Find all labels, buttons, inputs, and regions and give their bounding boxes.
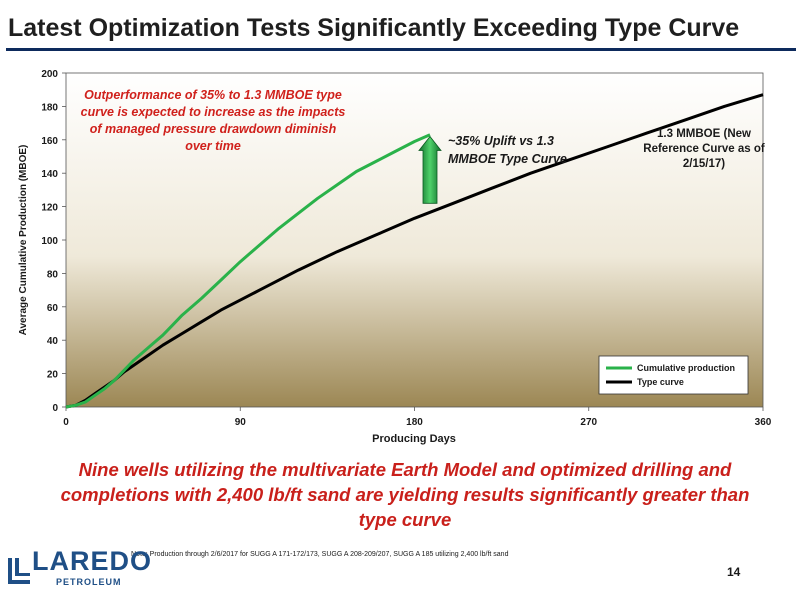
x-axis-label: Producing Days — [372, 433, 456, 445]
y-tick-label: 40 — [47, 336, 59, 347]
y-tick-label: 0 — [52, 403, 58, 414]
y-tick-label: 140 — [41, 169, 58, 180]
x-tick-label: 360 — [755, 417, 772, 428]
y-tick-label: 100 — [41, 236, 58, 247]
uplift-callout: ~35% Uplift vs 1.3 MMBOE Type Curve — [448, 134, 568, 166]
logo-mark-icon — [8, 558, 30, 584]
y-tick-label: 20 — [47, 370, 59, 381]
uplift-arrow — [418, 135, 442, 204]
type-curve-callout: 1.3 MMBOE (New Reference Curve as of 2/1… — [643, 128, 765, 170]
y-tick-label: 160 — [41, 136, 58, 147]
x-tick-label: 180 — [406, 417, 423, 428]
page-number: 14 — [727, 565, 741, 579]
y-tick-label: 180 — [41, 102, 58, 113]
footnote: Note: Production through 2/6/2017 for SU… — [131, 551, 509, 558]
title-divider — [6, 48, 796, 51]
summary-statement: Nine wells utilizing the multivariate Ea… — [60, 459, 750, 530]
y-axis-label: Average Cumulative Production (MBOE) — [18, 145, 29, 336]
plot-area — [65, 72, 764, 408]
legend: Cumulative production Type curve — [598, 355, 749, 395]
cumulative-production-line — [65, 133, 431, 409]
y-tick-label: 120 — [41, 203, 58, 214]
x-tick-label: 90 — [235, 417, 247, 428]
laredo-logo: LAREDO PETROLEUM — [8, 546, 151, 594]
x-tick-label: 270 — [580, 417, 597, 428]
logo-wordmark: LAREDO — [32, 546, 152, 576]
x-axis-ticks: 0 90 180 270 360 — [63, 407, 772, 428]
y-tick-label: 80 — [47, 269, 59, 280]
legend-box — [598, 355, 749, 395]
y-tick-label: 60 — [47, 303, 59, 314]
x-tick-label: 0 — [63, 417, 69, 428]
legend-label-type: Type curve — [637, 377, 684, 387]
outperformance-callout: Outperformance of 35% to 1.3 MMBOE type … — [80, 88, 346, 153]
logo-subtext: PETROLEUM — [56, 577, 122, 587]
y-axis-ticks: 0 20 40 60 80 100 120 140 160 180 200 — [41, 69, 66, 414]
legend-label-cumulative: Cumulative production — [637, 363, 735, 373]
slide-title: Latest Optimization Tests Significantly … — [8, 14, 740, 42]
y-tick-label: 200 — [41, 69, 58, 80]
cumulative-production-chart: 0 20 40 60 80 100 120 140 160 180 200 0 90 180 270 360… — [18, 69, 772, 445]
